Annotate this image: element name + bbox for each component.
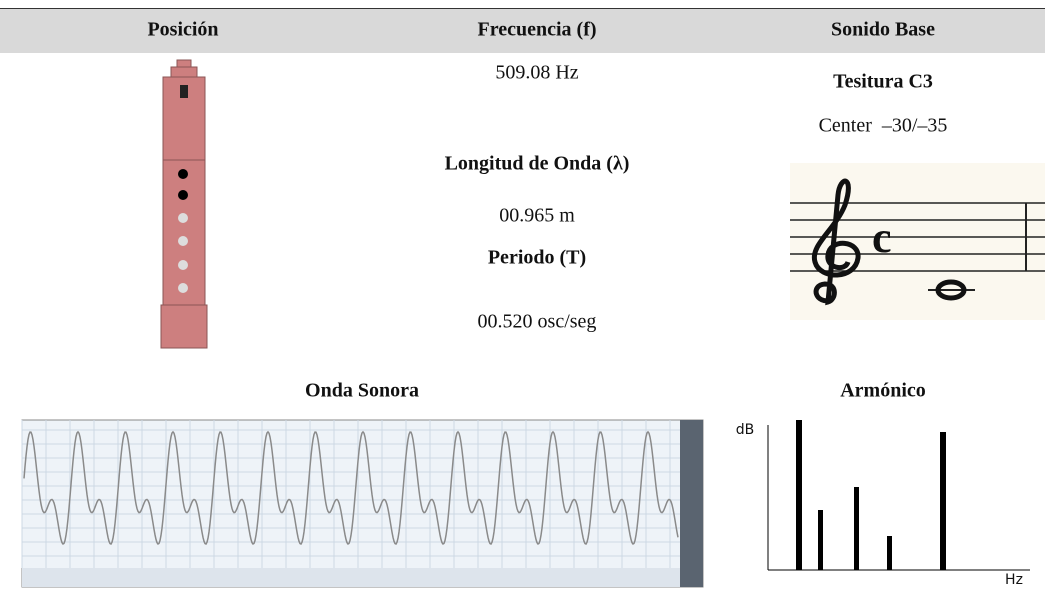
waveform (21, 419, 704, 588)
flute (160, 59, 208, 349)
axis-label: Hz (1005, 572, 1023, 588)
header-cell: Sonido Base (831, 18, 935, 41)
period-value: 00.520 osc/seg (477, 310, 597, 333)
header-cell: Frecuencia (f) (477, 18, 597, 41)
svg-text:c: c (872, 213, 892, 262)
wavelength-value: 00.965 m (499, 204, 575, 227)
section-title: Armónico (840, 379, 926, 402)
axis-label: dB (735, 422, 755, 438)
frequency-value: 509.08 Hz (495, 61, 579, 84)
header-cell: Posición (147, 18, 219, 41)
tessitura: Tesitura C3 (833, 70, 933, 93)
header-band (0, 8, 1045, 53)
staff: c (790, 163, 1045, 320)
period-label: Periodo (T) (487, 246, 587, 269)
center: Center –30/–35 (818, 114, 948, 137)
wavelength-label: Longitud de Onda (λ) (444, 152, 630, 175)
harmonic-chart (767, 420, 1030, 571)
section-title: Onda Sonora (305, 379, 419, 402)
